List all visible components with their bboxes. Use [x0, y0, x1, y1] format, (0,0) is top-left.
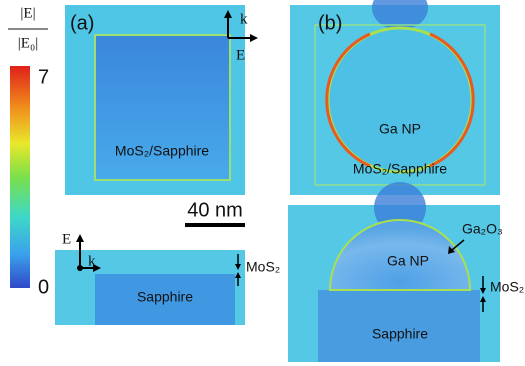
arrow-head	[235, 264, 241, 270]
arrow-head	[235, 272, 241, 278]
np-ring	[326, 26, 474, 174]
hot-arc	[325, 32, 371, 168]
arrow-head	[250, 34, 258, 42]
colorbar-max: 7	[38, 66, 49, 88]
flake-region	[94, 34, 231, 181]
origin	[77, 265, 83, 271]
colorbar-numerator: |E|	[20, 5, 35, 21]
arrow-head	[480, 296, 486, 302]
colorbar	[10, 66, 30, 288]
k-label: k	[88, 253, 96, 269]
material-label: MoS₂/Sapphire	[115, 143, 209, 159]
arrow-head	[93, 264, 101, 272]
arrow-head	[448, 246, 455, 254]
arrow-head	[224, 10, 232, 18]
substrate	[95, 274, 235, 325]
substrate-label: Sapphire	[372, 326, 428, 342]
layer-label: MoS₂	[246, 259, 280, 275]
material-label: MoS₂/Sapphire	[353, 161, 447, 177]
e-label: E	[62, 231, 71, 247]
panel-label: (a)	[70, 12, 94, 34]
k-label: k	[240, 11, 248, 27]
scale-bar	[185, 223, 245, 227]
arrow-head	[480, 288, 486, 294]
colorbar-denominator: |E₀|	[18, 35, 38, 51]
scale-label: 40 nm	[187, 199, 243, 221]
arrow-head	[76, 234, 84, 242]
e-label: E	[236, 47, 245, 63]
colorbar-min: 0	[38, 276, 49, 298]
particle-label: Ga NP	[387, 253, 429, 269]
layer-label: MoS₂	[490, 279, 524, 295]
panel-label: (b)	[318, 12, 342, 34]
substrate	[318, 290, 480, 362]
hot-spot	[372, 0, 428, 30]
oxide-label: Ga₂O₃	[462, 221, 503, 237]
nanoparticle	[328, 219, 472, 291]
particle-label: Ga NP	[379, 121, 421, 137]
pointer	[451, 239, 465, 251]
substrate-label: Sapphire	[137, 289, 193, 305]
hot-arc	[429, 32, 475, 168]
